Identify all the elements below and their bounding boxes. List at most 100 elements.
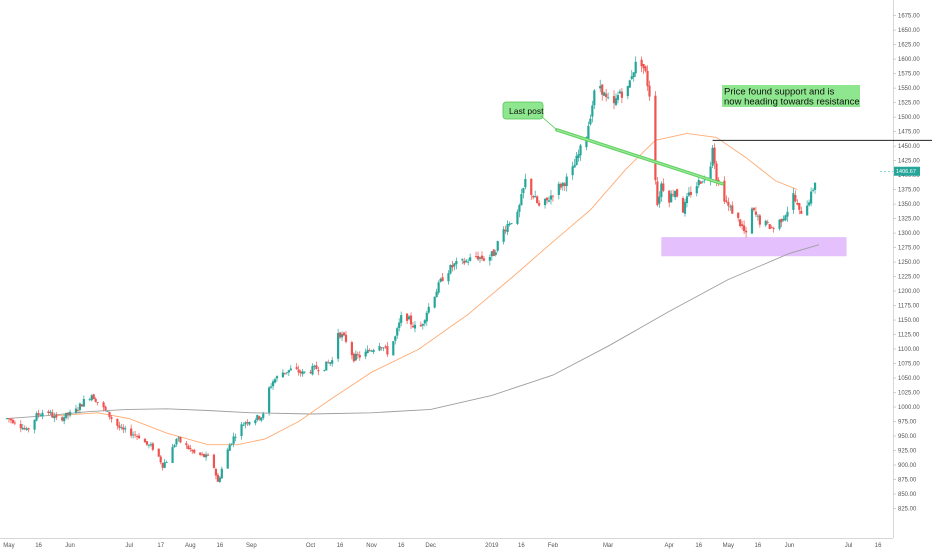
candle-body[interactable] <box>299 371 302 374</box>
candle-body[interactable] <box>752 207 756 211</box>
candle-body[interactable] <box>398 322 401 328</box>
last-price-tag[interactable] <box>894 166 920 176</box>
candle-body[interactable] <box>110 417 113 419</box>
candle-body[interactable] <box>455 260 458 265</box>
candle-body[interactable] <box>764 220 767 226</box>
candle-body[interactable] <box>289 368 292 371</box>
candle-body[interactable] <box>772 228 775 230</box>
candle-body[interactable] <box>782 218 785 221</box>
candle-body[interactable] <box>587 125 590 140</box>
plot-area[interactable] <box>5 56 847 483</box>
candle-body[interactable] <box>510 223 513 224</box>
candle-body[interactable] <box>593 90 596 106</box>
candle-body[interactable] <box>63 417 66 422</box>
candle-body[interactable] <box>405 313 409 321</box>
candle-body[interactable] <box>504 229 507 232</box>
candle-body[interactable] <box>116 418 119 426</box>
candle-body[interactable] <box>317 370 320 372</box>
candle-body[interactable] <box>134 434 137 436</box>
candle-body[interactable] <box>441 277 444 282</box>
candle-body[interactable] <box>492 249 495 257</box>
candle-body[interactable] <box>295 367 298 369</box>
candle-body[interactable] <box>163 462 166 468</box>
candle-body[interactable] <box>754 211 758 215</box>
candle-body[interactable] <box>37 412 40 416</box>
candle-body[interactable] <box>297 369 300 373</box>
candle-body[interactable] <box>240 424 243 436</box>
candle-body[interactable] <box>496 241 499 251</box>
candle-body[interactable] <box>53 416 56 419</box>
candle-body[interactable] <box>189 448 192 450</box>
candle-body[interactable] <box>616 95 620 100</box>
candle-body[interactable] <box>744 230 748 233</box>
price-axis[interactable]: 825.00 850.00 875.00 900.00 925.00 950.00 975.… <box>893 14 920 513</box>
candle-body[interactable] <box>165 462 168 463</box>
candle-body[interactable] <box>325 361 328 371</box>
candle-body[interactable] <box>480 255 484 259</box>
candle-body[interactable] <box>660 183 663 198</box>
candle-body[interactable] <box>601 84 604 95</box>
candle-body[interactable] <box>695 186 698 194</box>
candle-body[interactable] <box>709 166 712 180</box>
candle-body[interactable] <box>191 449 194 452</box>
candle-body[interactable] <box>331 360 334 364</box>
candle-body[interactable] <box>461 259 464 261</box>
candle-body[interactable] <box>727 201 730 206</box>
candle-body[interactable] <box>11 419 15 424</box>
candle-body[interactable] <box>228 444 231 451</box>
candle-body[interactable] <box>607 97 610 99</box>
candle-body[interactable] <box>23 428 26 430</box>
candle-body[interactable] <box>758 215 761 225</box>
candle-body[interactable] <box>770 227 773 229</box>
candle-body[interactable] <box>437 282 440 293</box>
candle-body[interactable] <box>201 453 204 455</box>
candle-body[interactable] <box>642 64 645 69</box>
candle-body[interactable] <box>482 258 486 261</box>
candle-body[interactable] <box>725 200 728 202</box>
candle-body[interactable] <box>366 349 369 354</box>
candle-body[interactable] <box>356 354 359 356</box>
candle-body[interactable] <box>674 191 677 198</box>
candle-body[interactable] <box>301 371 304 375</box>
candle-body[interactable] <box>469 257 472 261</box>
candle-body[interactable] <box>532 196 535 198</box>
candle-body[interactable] <box>685 196 689 204</box>
candle-body[interactable] <box>354 353 357 361</box>
candle-body[interactable] <box>620 91 624 98</box>
candle-body[interactable] <box>794 195 797 202</box>
candle-body[interactable] <box>161 462 164 468</box>
candle-body[interactable] <box>171 447 174 463</box>
candle-body[interactable] <box>130 428 133 436</box>
candle-body[interactable] <box>94 398 97 402</box>
candle-body[interactable] <box>792 193 795 210</box>
candle-body[interactable] <box>33 419 36 430</box>
candle-body[interactable] <box>591 105 594 117</box>
candle-body[interactable] <box>808 202 811 206</box>
candle-body[interactable] <box>137 435 141 439</box>
candle-body[interactable] <box>465 260 468 263</box>
candle-body[interactable] <box>108 411 111 417</box>
candle-body[interactable] <box>713 147 716 164</box>
candle-body[interactable] <box>271 381 275 387</box>
candle-body[interactable] <box>340 334 344 338</box>
candle-body[interactable] <box>630 76 633 79</box>
candle-body[interactable] <box>778 219 781 229</box>
candle-body[interactable] <box>132 434 135 436</box>
candle-body[interactable] <box>670 193 673 203</box>
candle-body[interactable] <box>538 203 541 206</box>
candle-body[interactable] <box>323 369 326 371</box>
candle-body[interactable] <box>681 198 685 213</box>
candle-body[interactable] <box>80 404 83 407</box>
candle-body[interactable] <box>232 436 235 444</box>
candle-body[interactable] <box>589 118 592 125</box>
candle-body[interactable] <box>524 178 527 188</box>
candle-body[interactable] <box>780 218 783 223</box>
candle-body[interactable] <box>218 477 221 482</box>
candle-body[interactable] <box>766 222 769 223</box>
candle-body[interactable] <box>423 320 426 324</box>
candle-body[interactable] <box>648 85 651 97</box>
candle-body[interactable] <box>337 333 340 359</box>
candle-body[interactable] <box>143 438 147 443</box>
candle-body[interactable] <box>675 189 679 197</box>
